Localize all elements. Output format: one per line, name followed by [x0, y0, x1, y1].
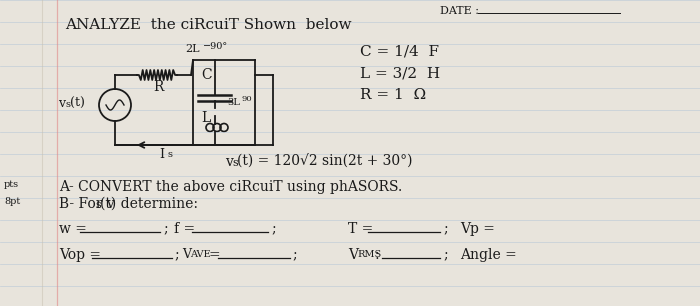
Text: v: v: [225, 155, 233, 169]
Text: w =: w =: [59, 222, 87, 236]
Text: 3L: 3L: [227, 98, 240, 106]
Text: ANALYZE  the ciRcuiT Shown  below: ANALYZE the ciRcuiT Shown below: [65, 18, 351, 32]
Text: ;: ;: [443, 248, 447, 262]
Text: I: I: [159, 148, 164, 161]
Text: ;: ;: [163, 222, 167, 236]
Text: V: V: [182, 248, 191, 261]
Text: 8pt: 8pt: [4, 197, 20, 206]
Text: (t) = 120√2 sin(2t + 30°): (t) = 120√2 sin(2t + 30°): [237, 155, 412, 169]
Text: f =: f =: [174, 222, 195, 236]
Text: s: s: [65, 100, 70, 109]
Text: A- CONVERT the above ciRcuiT using phASORS.: A- CONVERT the above ciRcuiT using phASO…: [59, 180, 402, 194]
Text: RMS: RMS: [357, 250, 382, 259]
Text: B- For v: B- For v: [59, 197, 115, 211]
Text: DATE :: DATE :: [440, 6, 479, 16]
Text: s: s: [95, 200, 101, 210]
Text: (t): (t): [70, 97, 85, 110]
Text: :: :: [374, 248, 379, 262]
Text: s: s: [167, 150, 172, 159]
Text: 2L: 2L: [185, 44, 200, 54]
Text: (t) determine:: (t) determine:: [100, 197, 198, 211]
Text: ;: ;: [271, 222, 276, 236]
Text: L = 3/2  H: L = 3/2 H: [360, 66, 440, 80]
Text: T =: T =: [348, 222, 373, 236]
Text: Vp =: Vp =: [460, 222, 495, 236]
Text: L: L: [201, 110, 210, 125]
Text: C: C: [201, 68, 211, 82]
Text: ;: ;: [443, 222, 447, 236]
Text: =: =: [208, 248, 220, 262]
Text: s: s: [232, 158, 238, 168]
Text: V: V: [348, 248, 358, 262]
Text: R: R: [153, 80, 163, 94]
Text: Vop =: Vop =: [59, 248, 101, 262]
Text: ;: ;: [174, 248, 179, 262]
Text: AVE: AVE: [190, 250, 211, 259]
Text: pts: pts: [4, 180, 19, 189]
Text: R = 1  Ω: R = 1 Ω: [360, 88, 426, 102]
Text: Angle =: Angle =: [460, 248, 517, 262]
Text: C = 1/4  F: C = 1/4 F: [360, 44, 439, 58]
Text: ;: ;: [292, 248, 297, 262]
Text: v: v: [58, 97, 65, 110]
Text: −90°: −90°: [203, 42, 228, 51]
Text: 90: 90: [241, 95, 251, 103]
